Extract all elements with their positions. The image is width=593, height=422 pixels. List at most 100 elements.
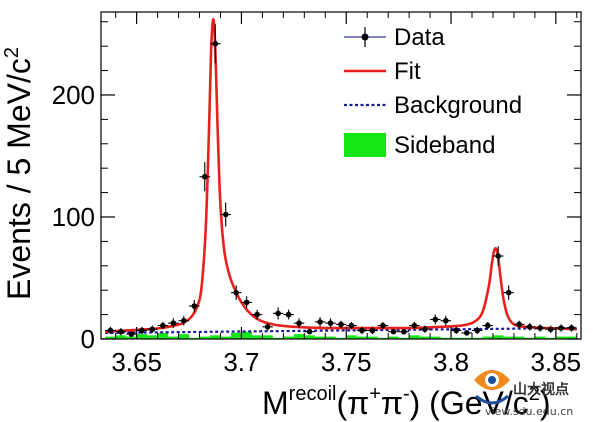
- data-point: [503, 285, 514, 300]
- sideband-bar: [472, 337, 483, 339]
- data-point: [105, 326, 116, 335]
- data-point: [430, 314, 441, 325]
- data-point: [178, 315, 190, 326]
- sideband-bar: [545, 337, 556, 339]
- data-point: [241, 296, 252, 309]
- sideband-bar: [451, 337, 462, 339]
- data-point-marker: [411, 322, 418, 329]
- data-point: [534, 324, 546, 332]
- sideband-bar: [168, 336, 179, 339]
- data-point-marker: [505, 289, 512, 296]
- data-point-marker: [233, 289, 239, 296]
- x-axis-ticks: 3.65 3.7 3.75 3.8 3.85: [111, 12, 581, 377]
- sideband-bar: [430, 336, 441, 339]
- watermark: 山大视点 view.sdu.edu.cn: [474, 370, 573, 418]
- data-point: [272, 307, 284, 320]
- sideband-bar: [126, 336, 137, 339]
- data-point: [367, 326, 378, 335]
- plot-frame: [100, 11, 582, 340]
- sideband-bar: [482, 336, 493, 339]
- sideband-bar: [461, 337, 473, 339]
- data-point: [251, 309, 263, 320]
- sideband-bar: [398, 337, 410, 339]
- data-point-marker: [537, 325, 543, 331]
- sideband-bar: [440, 337, 452, 339]
- data-point: [555, 324, 567, 332]
- data-point-marker: [317, 319, 323, 325]
- background-line: [105, 326, 577, 334]
- data-point: [566, 324, 577, 332]
- data-point-marker: [359, 327, 365, 334]
- legend-entry-sideband: Sideband: [344, 132, 495, 159]
- data-point: [356, 326, 368, 335]
- data-point-marker: [453, 327, 460, 334]
- x-tick-label: 3.85: [531, 347, 582, 377]
- data-point-marker: [443, 317, 449, 324]
- sideband-bar: [178, 334, 190, 339]
- data-point: [419, 325, 431, 333]
- y-axis-ticks: 0 100 200: [52, 21, 581, 354]
- y-tick-label: 200: [52, 80, 95, 110]
- data-point: [545, 325, 556, 333]
- data-point: [461, 330, 473, 336]
- data-point: [409, 321, 420, 330]
- sideband-bar: [304, 335, 315, 339]
- legend-entry-background: Background: [344, 92, 522, 119]
- data-point: [262, 323, 273, 331]
- x-tick-label: 3.8: [433, 347, 469, 377]
- data-point-marker: [254, 311, 260, 318]
- y-axis-title-exp: 2: [1, 47, 23, 58]
- sideband-bar: [293, 334, 305, 339]
- data-point: [189, 299, 200, 313]
- sideband-bar: [346, 335, 357, 339]
- data-point-marker: [338, 321, 344, 328]
- data-point: [513, 320, 525, 329]
- sideband-bar: [136, 334, 148, 339]
- x-axis-title: Mrecoil(π+π-) (GeV/c2): [262, 383, 551, 421]
- data-point-marker: [128, 331, 135, 337]
- data-point-marker: [170, 320, 177, 326]
- data-point-marker: [568, 325, 575, 331]
- sideband-bar: [283, 336, 294, 339]
- data-point: [220, 202, 231, 227]
- sideband-bar: [230, 332, 242, 339]
- data-point-marker: [369, 327, 376, 334]
- legend-entry-data: Data: [344, 24, 445, 51]
- data-point: [157, 321, 169, 330]
- legend-sideband-swatch: [344, 133, 386, 157]
- x-tick-label: 3.75: [321, 347, 372, 377]
- data-point-marker: [463, 330, 470, 336]
- watermark-logo-icon: [474, 370, 510, 405]
- x-axis-title-pi2: π: [381, 385, 403, 421]
- data-point: [199, 162, 210, 192]
- data-point: [314, 317, 326, 327]
- sideband-bar: [105, 336, 116, 339]
- x-axis-title-main: M: [262, 385, 289, 421]
- data-point-marker: [380, 322, 386, 329]
- legend-background-label: Background: [394, 92, 522, 119]
- legend-sideband-label: Sideband: [394, 132, 495, 159]
- data-point-marker: [516, 321, 522, 328]
- data-point: [482, 321, 493, 330]
- data-point: [293, 318, 305, 329]
- sideband-bar: [492, 335, 504, 339]
- x-axis-title-tail: ) (GeV/c: [410, 385, 529, 421]
- background-curve-layer: [105, 326, 577, 334]
- data-point-marker: [160, 322, 166, 329]
- watermark-url: view.sdu.edu.cn: [485, 405, 573, 418]
- data-point-marker: [296, 320, 302, 326]
- sideband-bar: [220, 336, 231, 339]
- x-axis-title-minus: -: [403, 383, 410, 405]
- legend-data-marker: [361, 33, 369, 41]
- sideband-bar: [335, 337, 347, 339]
- data-point: [440, 315, 452, 326]
- sideband-bar: [147, 335, 158, 339]
- watermark-name: 山大视点: [513, 381, 569, 398]
- data-point: [335, 320, 347, 329]
- sideband-bar: [555, 336, 567, 339]
- data-point: [230, 285, 242, 300]
- data-point-marker: [348, 322, 355, 329]
- data-point: [398, 328, 410, 335]
- data-point-marker: [149, 326, 156, 333]
